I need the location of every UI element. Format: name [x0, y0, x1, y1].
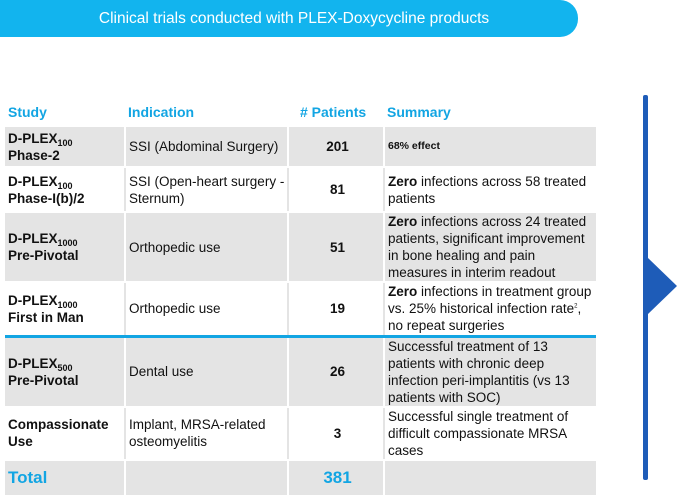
study-dose: 100 — [57, 180, 73, 191]
study-phase: Phase-I(b)/2 — [8, 190, 85, 206]
summary-emphasis: Zero — [388, 214, 418, 229]
table-row: D-PLEX500 Pre-Pivotal Dental use 26 Succ… — [5, 336, 596, 408]
summary-emphasis: Zero — [388, 284, 418, 300]
summary-text: Successful treatment of 13 patients with… — [388, 338, 570, 405]
study-cell: D-PLEX100 Phase-2 — [5, 127, 125, 168]
study-phase: Phase-2 — [8, 147, 60, 163]
indication-cell: Orthopedic use — [124, 282, 288, 338]
patients-cell: 26 — [287, 336, 384, 408]
header-summary: Summary — [387, 103, 451, 120]
study-cell: D-PLEX100 Phase-I(b)/2 — [5, 167, 125, 213]
total-summary-blank — [383, 459, 596, 495]
header-indication: Indication — [128, 103, 195, 120]
table-row: D-PLEX1000 Pre-Pivotal Orthopedic use 51… — [5, 212, 596, 283]
indication-cell: SSI (Open-heart surgery -Sternum) — [124, 167, 288, 213]
indication-cell: Orthopedic use — [124, 212, 288, 283]
summary-cell: Zero infections across 24 treated patien… — [383, 212, 596, 283]
study-dose: 500 — [57, 362, 73, 373]
study-phase: Pre-Pivotal — [8, 248, 79, 263]
summary-cell: Successful single treatment of difficult… — [383, 406, 596, 461]
total-row: Total 381 — [5, 459, 596, 495]
banner-title: Clinical trials conducted with PLEX-Doxy… — [98, 10, 490, 27]
summary-tail: , no repeat surgeries — [388, 301, 582, 334]
study-name: D-PLEX — [8, 355, 58, 371]
header-study: Study — [8, 103, 47, 120]
indication-cell: Dental use — [124, 336, 288, 408]
footnote-marker: 2 — [574, 303, 578, 310]
study-phase: First in Man — [8, 309, 84, 325]
table-header-row: Study Indication # Patients Summary — [5, 96, 596, 127]
patients-cell: 3 — [287, 406, 384, 461]
table-row: Compassionate Use Implant, MRSA-related … — [5, 406, 596, 461]
table-row: D-PLEX1000 First in Man Orthopedic use 1… — [5, 282, 596, 338]
study-dose: 100 — [57, 137, 73, 148]
summary-text: infections across 24 treated patients, s… — [388, 214, 587, 280]
study-cell: D-PLEX1000 Pre-Pivotal — [5, 212, 125, 283]
header-patients: # Patients — [300, 103, 367, 120]
summary-text: infections across 58 treated patients — [388, 173, 587, 206]
total-patients: 381 — [287, 459, 384, 495]
study-name: Compassionate — [8, 417, 109, 432]
right-triangle-icon — [648, 258, 677, 314]
study-dose: 1000 — [57, 238, 78, 248]
patients-cell: 19 — [287, 282, 384, 338]
summary-text: 68% effect — [388, 140, 440, 152]
patients-cell: 201 — [287, 127, 384, 168]
total-blank — [124, 459, 288, 495]
study-cell: Compassionate Use — [5, 406, 125, 461]
study-name: D-PLEX — [8, 231, 58, 246]
title-banner: Clinical trials conducted with PLEX-Doxy… — [0, 0, 578, 37]
summary-cell: Successful treatment of 13 patients with… — [383, 336, 596, 408]
study-name: D-PLEX — [8, 173, 58, 189]
summary-cell: 68% effect — [383, 127, 596, 168]
summary-cell: Zero infections across 58 treated patien… — [383, 167, 596, 213]
trials-table: Study Indication # Patients Summary D-PL… — [5, 96, 596, 495]
indication-cell: SSI (Abdominal Surgery) — [124, 127, 288, 168]
table-row: D-PLEX100 Phase-2 SSI (Abdominal Surgery… — [5, 127, 596, 168]
study-cell: D-PLEX1000 First in Man — [5, 282, 125, 338]
study-phase: Use — [8, 434, 33, 449]
study-cell: D-PLEX500 Pre-Pivotal — [5, 336, 125, 408]
table-row: D-PLEX100 Phase-I(b)/2 SSI (Open-heart s… — [5, 167, 596, 213]
study-dose: 1000 — [57, 299, 78, 310]
patients-cell: 51 — [287, 212, 384, 283]
study-phase: Pre-Pivotal — [8, 372, 79, 388]
study-name: D-PLEX — [8, 292, 58, 308]
study-name: D-PLEX — [8, 130, 58, 146]
summary-text: Successful single treatment of difficult… — [388, 408, 569, 458]
divider-line — [643, 95, 648, 480]
total-label: Total — [5, 459, 125, 495]
summary-cell: Zero infections in treatment group vs. 2… — [383, 282, 596, 338]
summary-text: infections in treatment group vs. 25% hi… — [388, 284, 592, 317]
indication-cell: Implant, MRSA-related osteomyelitis — [124, 406, 288, 461]
summary-emphasis: Zero — [388, 173, 418, 189]
patients-cell: 81 — [287, 167, 384, 213]
